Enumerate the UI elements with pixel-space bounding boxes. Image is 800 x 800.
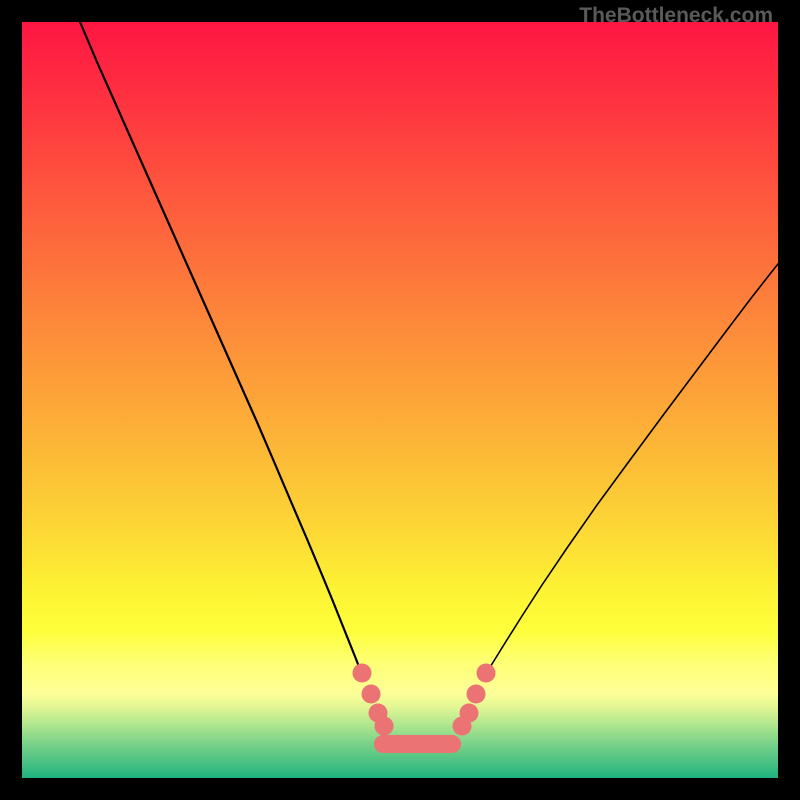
marker-dot [460, 704, 479, 723]
plot-area [22, 22, 778, 778]
chart-svg [22, 22, 778, 778]
marker-dot [375, 717, 394, 736]
marker-dot [467, 685, 486, 704]
marker-pill [374, 735, 461, 753]
chart-frame: TheBottleneck.com [0, 0, 800, 800]
marker-dot [362, 685, 381, 704]
watermark-text: TheBottleneck.com [579, 4, 773, 28]
marker-dot [477, 664, 496, 683]
gradient-background [22, 22, 778, 778]
marker-dot [353, 664, 372, 683]
